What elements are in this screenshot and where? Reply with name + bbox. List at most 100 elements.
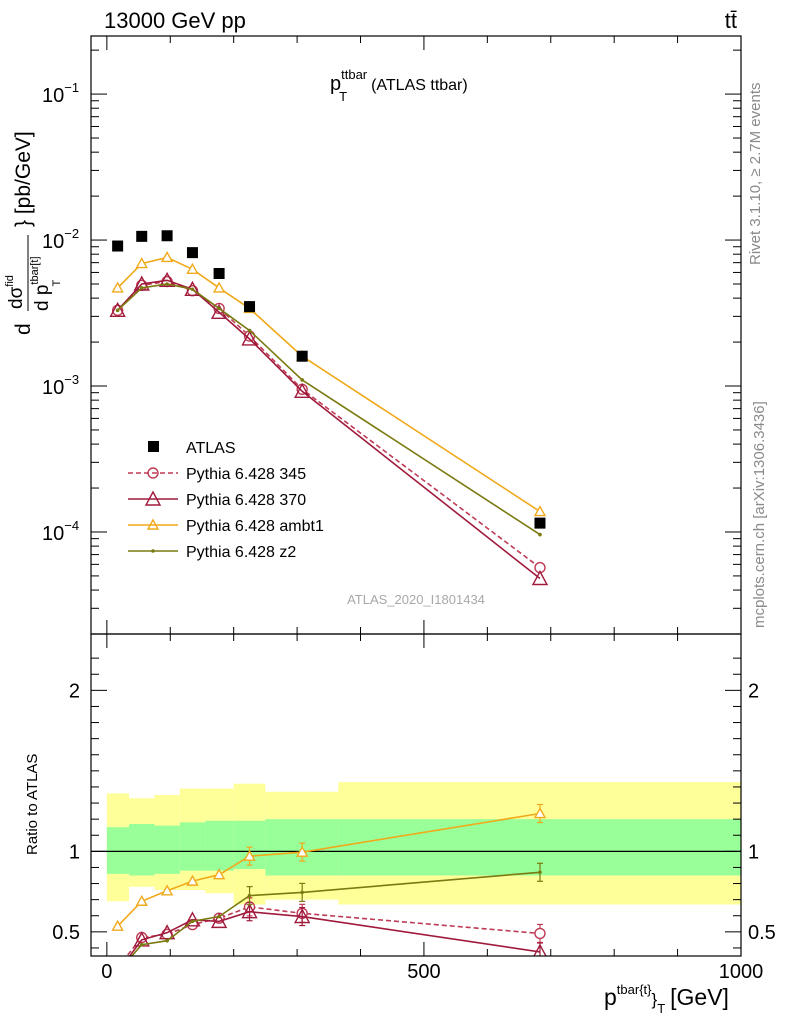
ratio-point-s2-p0 (111, 919, 124, 931)
title-main: p (330, 73, 341, 95)
svg-text:} [pb/GeV]: } [pb/GeV] (12, 131, 35, 227)
band-green-1 (129, 823, 155, 876)
ratio-point-s1-p2 (158, 924, 176, 940)
ratio-line-series-3 (130, 871, 541, 956)
axis-ticks (91, 36, 742, 956)
ratio-point-s3-p4 (217, 914, 221, 919)
svg-text:dσfid: dσfid (4, 275, 27, 309)
main-point-s1-p2 (158, 271, 176, 287)
main-point-s2-p7 (533, 505, 547, 517)
main-point-s1-p6 (293, 382, 311, 398)
ylabel-den-sup: tbar[t] (29, 256, 41, 284)
main-curves (109, 251, 549, 586)
xlabel-unit: [GeV] (670, 984, 729, 1010)
ratio-tick-label-right-1: 1 (748, 841, 759, 863)
ratio-point-s2-p3 (186, 874, 199, 886)
main-point-s3-p1 (139, 286, 144, 290)
atlas-point-0 (112, 240, 124, 252)
main-point-s1-p0 (109, 301, 126, 318)
ylabel-num-sup: fid (4, 275, 16, 287)
x-tick-label-0: 0 (101, 961, 112, 983)
ylabel-num: dσ (6, 286, 27, 309)
title-suffix: (ATLAS ttbar) (371, 77, 468, 94)
ratio-tick-label-right-0.5: 0.5 (748, 922, 776, 944)
legend-label-pythia-z2: Pythia 6.428 z2 (186, 544, 296, 561)
ratio-line-series-0 (125, 906, 541, 956)
svg-text:d: d (12, 323, 35, 335)
y-tick-label-1: 10−3 (42, 372, 79, 399)
main-point-s2-p0 (111, 281, 124, 293)
main-point-s3-p6 (300, 378, 304, 382)
axis-tick-labels: 0 500 1000 10−4 10−3 10−2 10−1 0.5 0.5 1 1 2 2 (42, 80, 776, 983)
main-point-s2-p3 (186, 262, 199, 275)
legend-marker-pythia-370 (128, 490, 178, 506)
atlas-point-1 (136, 230, 148, 242)
ratio-point-s1-p7 (533, 943, 547, 956)
band-green-2 (154, 825, 180, 874)
x-tick-label-500: 500 (407, 961, 440, 983)
main-point-s3-p0 (115, 308, 120, 313)
ylabel-d: d (12, 323, 35, 335)
ratio-point-s1-p4 (210, 912, 228, 929)
ratio-point-s3-p2 (165, 938, 169, 943)
analysis-id-label: ATLAS_2020_I1801434 (347, 592, 485, 607)
main-point-s2-p2 (160, 251, 174, 263)
ratio-point-s2-p6 (295, 845, 309, 857)
header-collision-label: 13000 GeV pp (104, 8, 246, 33)
atlas-point-2 (161, 230, 173, 242)
legend-label-atlas: ATLAS (186, 440, 236, 457)
main-line-series-0 (117, 280, 541, 569)
ylabel-tail: } [pb/GeV] (12, 131, 35, 227)
main-point-s1-p5 (241, 330, 258, 346)
ratio-point-s3-p6 (300, 890, 304, 895)
rivet-version-label: Rivet 3.1.10, ≥ 2.7M events (747, 83, 764, 266)
ratio-point-s3-p5 (247, 893, 252, 898)
plot-title: pttbar T (ATLAS ttbar) (330, 67, 468, 104)
xlabel-sup: tbar{t} (617, 982, 652, 997)
legend-label-pythia-345: Pythia 6.428 345 (186, 466, 306, 483)
main-line-series-1 (117, 279, 541, 580)
title-sub: T (339, 89, 347, 104)
main-point-s2-p4 (212, 281, 226, 293)
main-line-series-3 (117, 283, 541, 536)
header-process-label: tt̄ (725, 8, 737, 33)
ratio-point-s2-p5 (243, 849, 256, 861)
legend-marker-pythia-345 (128, 467, 178, 479)
atlas-point-6 (296, 350, 308, 362)
atlas-point-3 (186, 247, 198, 259)
legend-label-pythia-ambt1: Pythia 6.428 ambt1 (186, 518, 324, 535)
legend-marker-pythia-ambt1 (128, 518, 178, 530)
band-green-3 (179, 822, 206, 871)
x-axis-label: ptbar{t}}T [GeV] (604, 982, 729, 1016)
y-tick-label-2: 10−2 (42, 226, 79, 253)
main-point-s1-p1 (133, 275, 150, 291)
xlabel-main: p (604, 984, 617, 1010)
ratio-line-series-1 (128, 910, 541, 956)
xlabel-sub: T (657, 1001, 665, 1016)
ratio-uncertainty-bands (91, 782, 741, 905)
legend-marker-pythia-z2 (128, 549, 178, 553)
main-point-s3-p3 (190, 287, 195, 292)
ratio-curves (111, 803, 547, 978)
ratio-point-s2-p2 (160, 884, 174, 896)
mcplots-label: mcplots.cern.ch [arXiv:1306.3436] (751, 401, 768, 628)
band-green-4 (205, 820, 234, 871)
atlas-point-5 (244, 301, 256, 313)
title-sup: ttbar (341, 67, 368, 82)
ratio-point-s1-p0 (111, 965, 125, 978)
legend: ATLAS Pythia 6.428 345 Pythia 6.428 370 … (128, 440, 324, 561)
main-point-s3-p4 (217, 306, 221, 311)
xlabel-close: } (652, 990, 658, 1009)
ratio-tick-label-right-2: 2 (748, 680, 759, 702)
main-point-s2-p1 (135, 257, 148, 269)
ratio-tick-label-left-0.5: 0.5 (52, 922, 80, 944)
ylabel-den: d p (32, 285, 53, 311)
y-tick-label-3: 10−1 (42, 80, 79, 107)
ratio-y-axis-label: Ratio to ATLAS (24, 754, 41, 855)
ratio-point-s0-p7 (534, 927, 546, 940)
y-axis-label: d dσfid d ptbar[t] T } [pb/GeV] (4, 131, 63, 335)
main-point-s3-p7 (538, 532, 542, 537)
ratio-point-s2-p4 (212, 868, 226, 880)
ratio-point-s2-p1 (135, 894, 148, 906)
